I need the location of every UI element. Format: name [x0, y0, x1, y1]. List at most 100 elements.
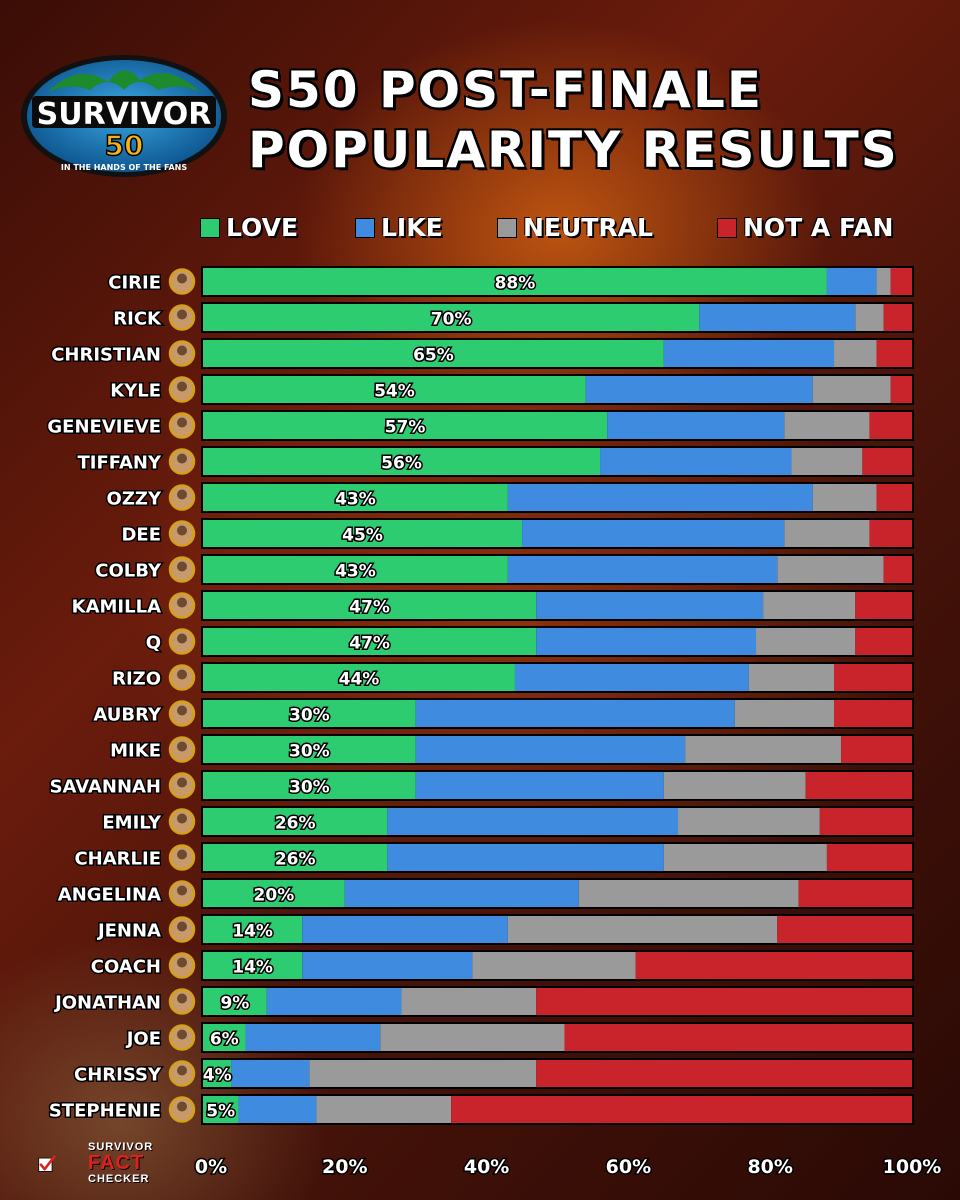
- bar-segment-love-emily: [203, 808, 388, 835]
- bar-segment-neutral-ozzy: [812, 484, 877, 511]
- category-label-aubry: AUBRY: [93, 705, 162, 726]
- category-label-genevieve: GENEVIEVE: [47, 417, 161, 438]
- data-label-kamilla: 47%: [349, 598, 390, 618]
- category-label-jenna: JENNA: [96, 921, 161, 942]
- bar-segment-not-a-fan-mike: [841, 736, 912, 763]
- legend-swatch-like: [355, 217, 375, 238]
- avatar-head-mike: [177, 741, 187, 752]
- chart-title-line-2: POPULARITY RESULTS: [248, 121, 899, 179]
- category-label-q: Q: [146, 633, 161, 654]
- avatar-head-colby: [177, 561, 187, 572]
- bar-segment-not-a-fan-savannah: [805, 772, 912, 799]
- bar-segment-not-a-fan-colby: [883, 556, 912, 583]
- avatar-head-tiffany: [177, 453, 187, 464]
- bar-segment-not-a-fan-rizo: [834, 664, 912, 691]
- bar-segment-love-angelina: [203, 880, 345, 907]
- bar-segment-not-a-fan-stephenie: [451, 1096, 912, 1123]
- avatar-head-q: [177, 633, 187, 644]
- avatar-head-savannah: [177, 777, 187, 788]
- bar-segment-love-colby: [203, 556, 508, 583]
- avatar-head-chrissy: [177, 1065, 187, 1076]
- bar-segment-like-genevieve: [607, 412, 785, 439]
- category-label-coach: COACH: [91, 957, 161, 978]
- data-label-jenna: 14%: [232, 922, 273, 942]
- bar-segment-love-dee: [203, 520, 523, 547]
- bar-segment-neutral-colby: [777, 556, 884, 583]
- avatar-head-ozzy: [177, 489, 187, 500]
- bar-segment-neutral-savannah: [663, 772, 806, 799]
- brand-line-3: CHECKER: [88, 1173, 150, 1185]
- chart-title: S50 POST-FINALE POPULARITY RESULTS: [248, 60, 948, 180]
- bar-segment-neutral-dee: [784, 520, 870, 547]
- bar-segment-neutral-emily: [678, 808, 820, 835]
- data-label-colby: 43%: [335, 562, 376, 582]
- bar-segment-neutral-joe: [380, 1024, 565, 1051]
- legend-item-neutral: NEUTRAL: [497, 213, 653, 242]
- category-label-joe: JOE: [125, 1029, 161, 1050]
- bar-segment-neutral-stephenie: [316, 1096, 452, 1123]
- avatar-head-jenna: [177, 921, 187, 932]
- bar-segment-not-a-fan-tiffany: [862, 448, 912, 475]
- category-label-christian: CHRISTIAN: [51, 345, 161, 366]
- bar-segment-neutral-kamilla: [763, 592, 856, 619]
- bar-segment-like-savannah: [415, 772, 664, 799]
- bar-segment-like-kamilla: [536, 592, 764, 619]
- data-label-rick: 70%: [431, 310, 472, 330]
- bar-segment-like-rick: [699, 304, 856, 331]
- bar-segment-neutral-chrissy: [309, 1060, 537, 1087]
- category-label-chrissy: CHRISSY: [74, 1065, 162, 1086]
- bar-segment-love-jonathan: [203, 988, 267, 1015]
- category-label-emily: EMILY: [102, 813, 162, 834]
- bar-segment-love-stephenie: [203, 1096, 239, 1123]
- avatar-head-rizo: [177, 669, 187, 680]
- brand-line-1: SURVIVOR: [88, 1141, 154, 1153]
- bar-segment-neutral-cirie: [876, 268, 891, 295]
- avatar-head-joe: [177, 1029, 187, 1040]
- bar-segment-not-a-fan-joe: [564, 1024, 912, 1051]
- bar-segment-like-ozzy: [507, 484, 813, 511]
- category-label-mike: MIKE: [110, 741, 161, 762]
- legend: LOVE LIKE NEUTRAL NOT A FAN: [200, 213, 930, 243]
- bar-segment-like-colby: [507, 556, 778, 583]
- category-label-colby: COLBY: [95, 561, 162, 582]
- bar-segment-love-rizo: [203, 664, 515, 691]
- avatar-head-kamilla: [177, 597, 187, 608]
- bar-segment-neutral-rizo: [748, 664, 835, 691]
- bar-segment-like-emily: [387, 808, 679, 835]
- bar-segment-love-aubry: [203, 700, 416, 727]
- legend-item-like: LIKE: [355, 213, 443, 242]
- bar-segment-not-a-fan-jenna: [777, 916, 912, 943]
- category-label-stephenie: STEPHENIE: [49, 1101, 161, 1122]
- legend-label-not-a-fan: NOT A FAN: [743, 213, 894, 242]
- x-tick-label-2: 40%: [464, 1156, 509, 1178]
- bar-segment-neutral-genevieve: [784, 412, 870, 439]
- bar-segment-like-stephenie: [238, 1096, 317, 1123]
- bar-segment-not-a-fan-rick: [883, 304, 912, 331]
- data-label-christian: 65%: [413, 346, 454, 366]
- avatar-head-cirie: [177, 273, 187, 284]
- bar-segment-love-savannah: [203, 772, 416, 799]
- bar-segment-love-jenna: [203, 916, 303, 943]
- bar-segment-like-joe: [245, 1024, 381, 1051]
- bar-segment-not-a-fan-aubry: [834, 700, 912, 727]
- legend-swatch-love: [200, 217, 220, 238]
- bar-segment-like-kyle: [585, 376, 813, 403]
- bar-segment-love-kyle: [203, 376, 586, 403]
- bar-segment-neutral-kyle: [812, 376, 891, 403]
- x-tick-label-3: 60%: [606, 1156, 651, 1178]
- category-label-ozzy: OZZY: [107, 489, 162, 510]
- legend-label-neutral: NEUTRAL: [523, 213, 653, 242]
- bar-segment-love-mike: [203, 736, 416, 763]
- bar-segment-not-a-fan-emily: [819, 808, 912, 835]
- category-label-angelina: ANGELINA: [58, 885, 161, 906]
- bar-segment-neutral-aubry: [734, 700, 835, 727]
- category-label-charlie: CHARLIE: [74, 849, 161, 870]
- category-label-savannah: SAVANNAH: [50, 777, 161, 798]
- bar-segment-like-angelina: [344, 880, 579, 907]
- bar-segment-not-a-fan-charlie: [826, 844, 912, 871]
- bar-segment-neutral-charlie: [663, 844, 827, 871]
- category-label-rizo: RIZO: [112, 669, 161, 690]
- bar-segment-love-coach: [203, 952, 303, 979]
- bar-segment-love-tiffany: [203, 448, 601, 475]
- category-label-dee: DEE: [121, 525, 161, 546]
